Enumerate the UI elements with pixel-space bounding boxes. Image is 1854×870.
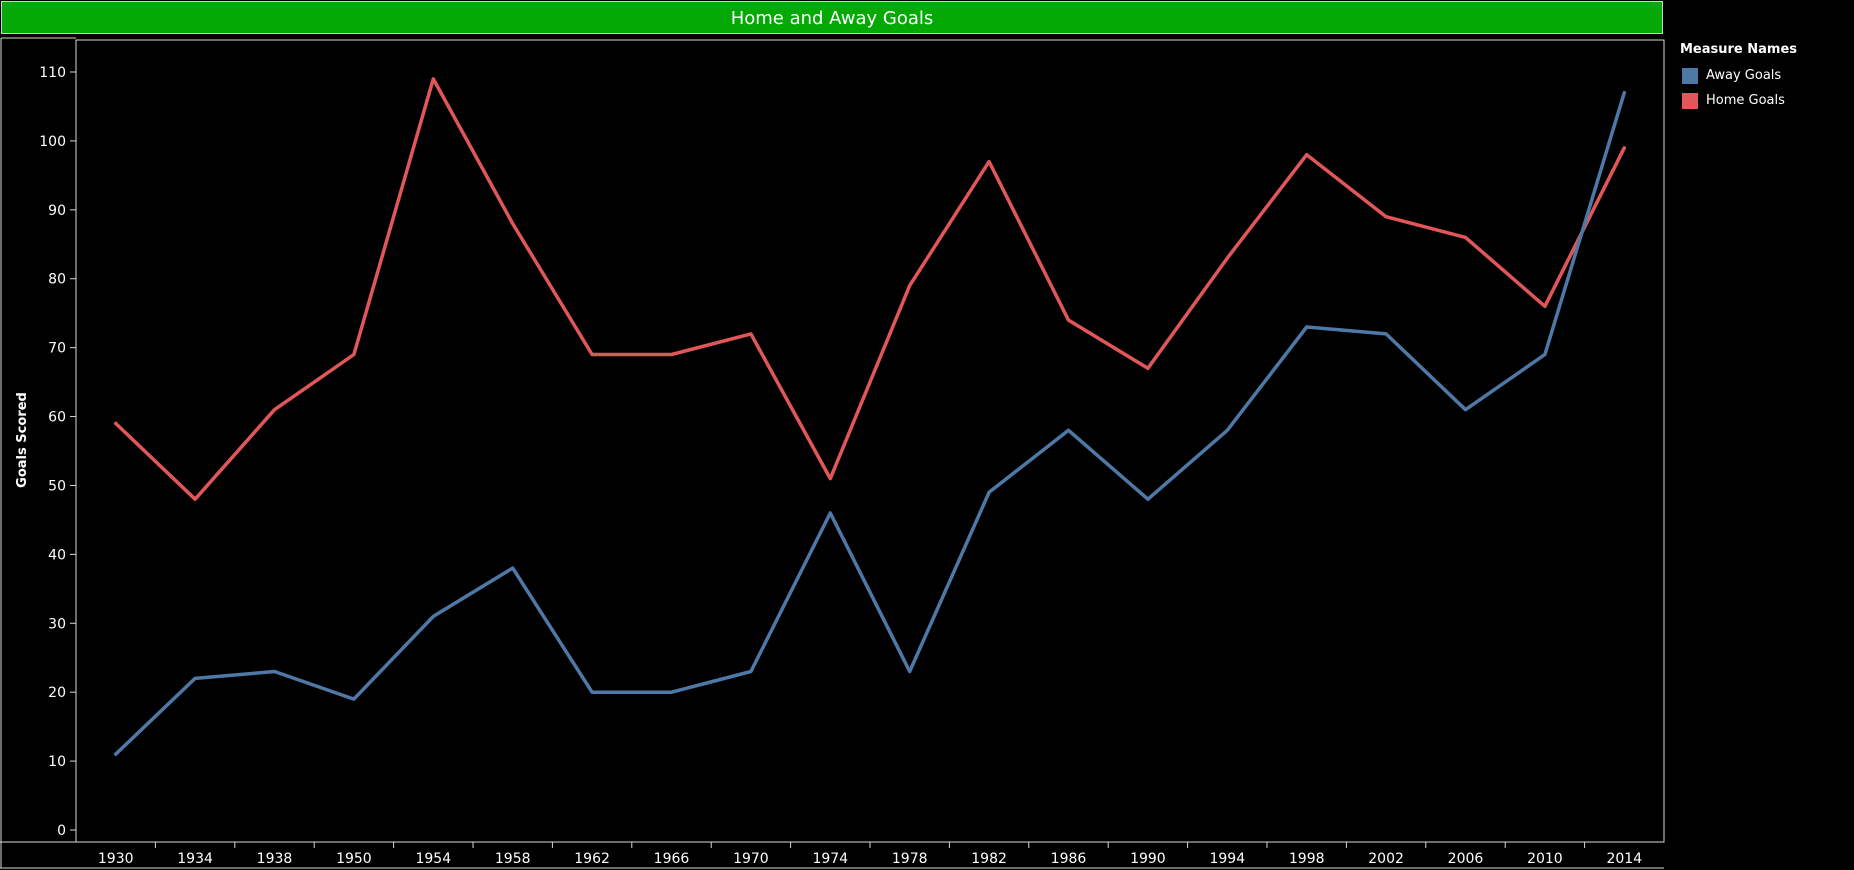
y-tick-label: 10 [48,754,66,770]
y-tick-label: 100 [39,134,66,150]
x-tick-label: 1970 [733,851,769,867]
y-tick-label: 20 [48,685,66,701]
series-line-home-goals [113,77,1627,501]
legend-item-home-goals[interactable]: Home Goals [1680,88,1850,113]
y-tick-label: 110 [39,65,66,81]
x-tick-label: 1978 [892,851,928,867]
x-tick-label: 1990 [1130,851,1166,867]
x-tick-label: 1998 [1289,851,1325,867]
legend-title: Measure Names [1680,42,1798,57]
y-tick-label: 30 [48,616,66,632]
x-tick-label: 1962 [574,851,610,867]
y-tick-label: 40 [48,547,66,563]
y-tick-label: 0 [57,823,66,839]
x-tick-label: 1930 [98,851,134,867]
x-tick-label: 1950 [336,851,372,867]
legend: Measure Names Away Goals Home Goals [1680,42,1850,113]
legend-label: Home Goals [1706,93,1785,108]
x-tick-label: 1994 [1209,851,1245,867]
x-tick-label: 1982 [971,851,1007,867]
x-tick-label: 1986 [1051,851,1087,867]
x-tick-label: 1966 [654,851,690,867]
y-tick-label: 50 [48,478,66,494]
chart-title: Home and Away Goals [1,1,1663,34]
x-tick-label: 1954 [415,851,451,867]
y-tick-label: 60 [48,410,66,426]
x-tick-label: 1938 [257,851,293,867]
x-tick-label: 1958 [495,851,531,867]
x-tick-label: 1974 [812,851,848,867]
y-axis-label: Goals Scored [15,392,30,488]
legend-item-away-goals[interactable]: Away Goals [1680,63,1850,88]
y-tick-label: 80 [48,272,66,288]
legend-swatch [1682,92,1698,109]
line-chart: 0 10 20 30 40 50 60 70 80 90 100 110 1930 1934 1938 19… [0,37,1665,869]
y-tick-label: 70 [48,341,66,357]
x-tick-label: 2002 [1368,851,1404,867]
series-line-away-goals [113,90,1627,756]
x-tick-label: 2010 [1527,851,1563,867]
legend-swatch [1682,67,1698,84]
y-tick-label: 90 [48,203,66,219]
x-tick-label: 2006 [1448,851,1484,867]
legend-label: Away Goals [1706,68,1782,83]
x-tick-label: 2014 [1606,851,1642,867]
plot-area-border [75,39,1665,843]
x-tick-label: 1934 [177,851,213,867]
